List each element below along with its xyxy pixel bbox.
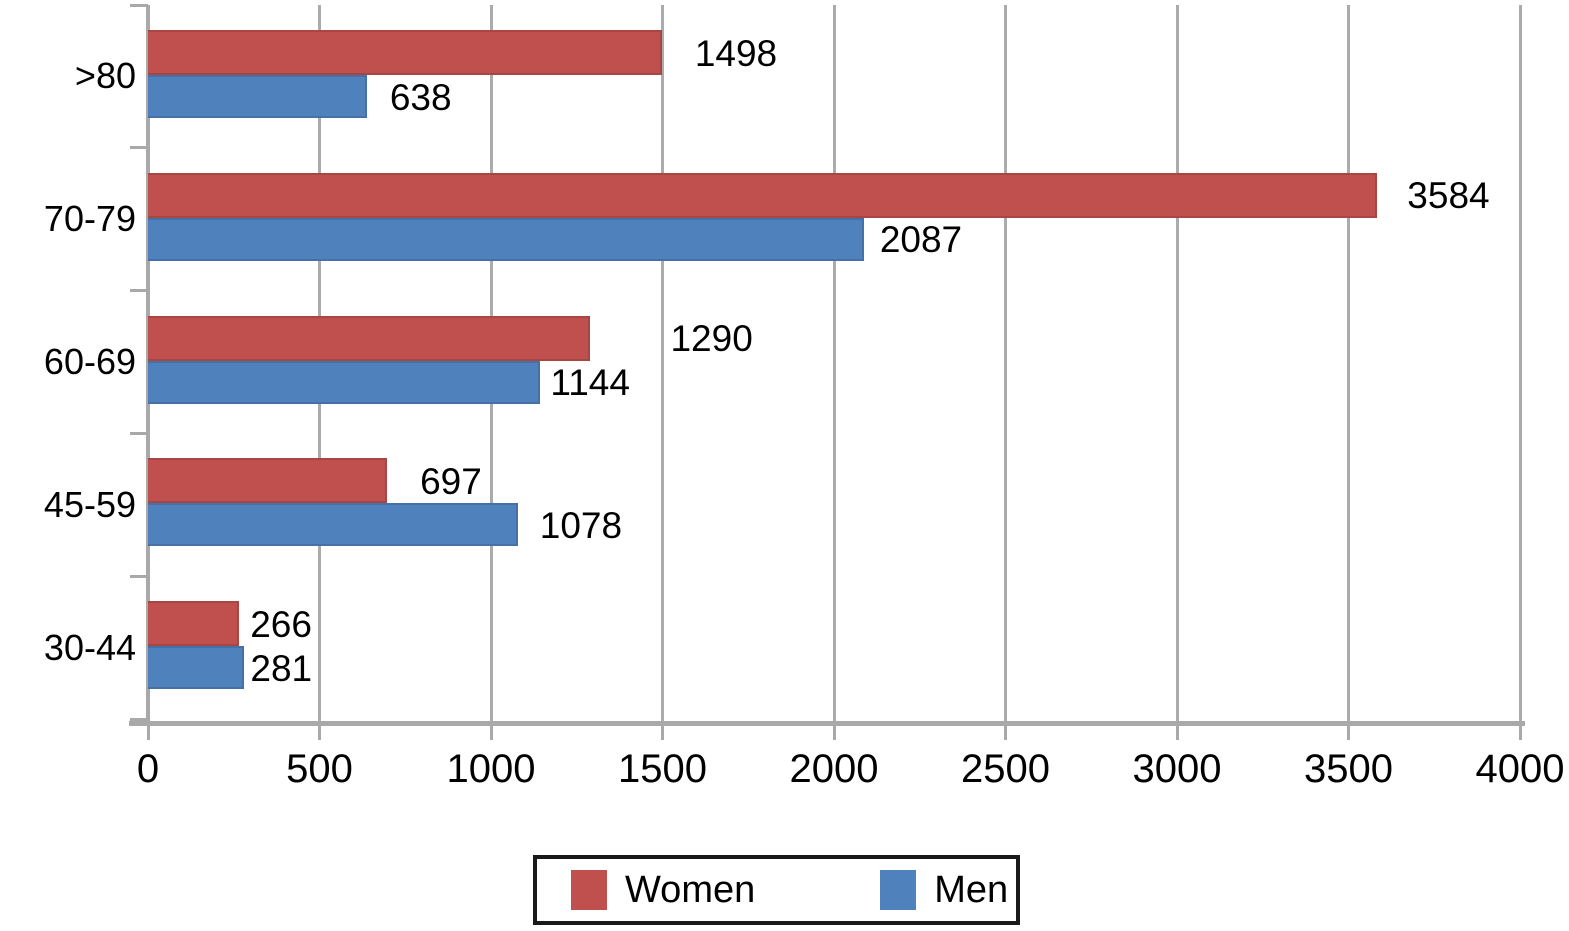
category-label: 70-79 bbox=[43, 198, 136, 240]
x-axis-line bbox=[129, 721, 1525, 726]
legend-item-women: Women bbox=[571, 870, 755, 910]
x-axis-tick-label: 1000 bbox=[446, 747, 536, 791]
x-axis-tick-label: 3500 bbox=[1304, 747, 1393, 791]
category-label: 30-44 bbox=[43, 626, 136, 668]
gridline-x-4000 bbox=[1518, 5, 1522, 723]
category-label: 45-59 bbox=[43, 483, 136, 525]
bar-women-30-44 bbox=[148, 601, 240, 647]
y-axis-tick bbox=[130, 574, 148, 578]
data-label-women->80: 1498 bbox=[694, 32, 778, 74]
legend-item-men: Men bbox=[880, 870, 1008, 910]
bar-women->80 bbox=[148, 30, 662, 75]
gridline-x-2500 bbox=[1004, 5, 1007, 723]
y-axis-tick bbox=[130, 146, 148, 150]
bar-men-70-79 bbox=[148, 217, 864, 261]
data-label-women-30-44: 266 bbox=[250, 603, 312, 645]
legend: Women Men bbox=[533, 855, 1020, 925]
y-axis-tick bbox=[130, 431, 148, 435]
data-label-men-70-79: 2087 bbox=[879, 219, 963, 261]
x-axis-tick bbox=[1518, 722, 1522, 740]
bar-men-60-69 bbox=[148, 360, 541, 404]
x-axis-tick-label: 0 bbox=[136, 747, 160, 791]
bar-men-45-59 bbox=[148, 503, 518, 547]
bar-women-45-59 bbox=[148, 458, 388, 504]
y-axis-tick bbox=[130, 3, 148, 7]
x-axis-tick bbox=[661, 722, 664, 740]
data-label-men->80: 638 bbox=[389, 76, 452, 118]
legend-swatch-men-icon bbox=[880, 870, 917, 910]
legend-swatch-women-icon bbox=[571, 870, 607, 910]
x-axis-tick bbox=[146, 722, 150, 740]
x-axis-tick-label: 1500 bbox=[618, 747, 707, 791]
gridline-x-2000 bbox=[832, 5, 836, 723]
data-label-women-45-59: 697 bbox=[420, 460, 482, 502]
gridline-x-3000 bbox=[1175, 5, 1179, 723]
data-label-women-70-79: 3584 bbox=[1407, 175, 1490, 217]
x-axis-tick bbox=[489, 722, 493, 740]
bar-men-30-44 bbox=[148, 646, 245, 690]
y-axis-tick bbox=[130, 289, 148, 293]
category-label: >80 bbox=[74, 55, 136, 97]
x-axis-tick-label: 2000 bbox=[789, 747, 879, 791]
x-axis-tick-label: 2500 bbox=[961, 747, 1050, 791]
data-label-women-60-69: 1290 bbox=[670, 318, 753, 360]
category-label: 60-69 bbox=[43, 341, 136, 382]
x-axis-tick bbox=[1347, 722, 1350, 740]
x-axis-tick bbox=[1175, 722, 1179, 740]
x-axis-tick bbox=[318, 722, 321, 740]
x-axis-tick-label: 3000 bbox=[1132, 747, 1222, 791]
bar-women-70-79 bbox=[148, 172, 1378, 218]
y-axis-tick bbox=[130, 717, 148, 721]
gridline-x-1500 bbox=[661, 5, 664, 723]
legend-label-women: Women bbox=[625, 869, 756, 911]
bar-women-60-69 bbox=[148, 315, 591, 361]
bar-men->80 bbox=[148, 75, 367, 118]
legend-label-men: Men bbox=[934, 869, 1009, 911]
x-axis-tick-label: 500 bbox=[286, 747, 353, 791]
data-label-men-45-59: 1078 bbox=[539, 504, 623, 546]
data-label-men-30-44: 281 bbox=[250, 647, 313, 689]
data-label-men-60-69: 1144 bbox=[550, 362, 630, 404]
x-axis-tick-label: 4000 bbox=[1475, 747, 1565, 791]
x-axis-tick bbox=[1004, 722, 1007, 740]
x-axis-tick bbox=[832, 722, 836, 740]
gridline-x-3500 bbox=[1347, 5, 1350, 723]
